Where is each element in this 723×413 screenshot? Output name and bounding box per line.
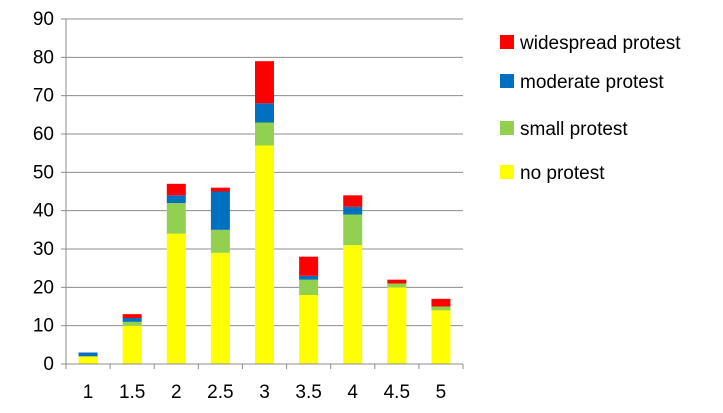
x-tick-label: 1 <box>83 382 94 403</box>
bar-segment-moderate-protest <box>78 352 98 357</box>
legend-label: small protest <box>520 119 628 140</box>
bar-segment-no-protest <box>431 310 451 364</box>
x-tick-label: 2 <box>171 382 182 403</box>
bar-segment-widespread-protest <box>343 195 363 207</box>
legend-label: widespread protest <box>519 33 681 54</box>
legend-swatch <box>500 165 514 179</box>
bar-segment-small-protest <box>122 321 142 326</box>
bar-segment-moderate-protest <box>166 195 186 203</box>
y-tick-label: 40 <box>33 201 54 222</box>
bar-segment-moderate-protest <box>343 206 363 215</box>
x-tick-label: 4.5 <box>384 382 410 403</box>
y-axis-ticks: 0 10 20 30 40 50 60 70 80 90 <box>33 9 66 375</box>
bar-segment-no-protest <box>210 252 230 364</box>
y-tick-label: 80 <box>33 47 54 68</box>
bar-segment-moderate-protest <box>122 318 142 322</box>
bar-segment-moderate-protest <box>255 103 274 123</box>
x-tick-label: 2.5 <box>207 382 233 403</box>
legend-swatch <box>500 121 514 135</box>
bar-segment-widespread-protest <box>387 279 407 284</box>
y-tick-label: 20 <box>33 277 54 298</box>
x-tick-label: 3.5 <box>295 382 321 403</box>
y-tick-label: 70 <box>33 86 54 107</box>
bar-segment-widespread-protest <box>210 187 230 192</box>
bar-segment-widespread-protest <box>166 183 186 196</box>
bars <box>78 61 451 364</box>
bar-segment-no-protest <box>299 295 319 364</box>
x-axis-ticks: 1 1.5 2 2.5 3 3.5 4 4.5 5 <box>65 364 464 403</box>
bar-segment-small-protest <box>431 306 451 311</box>
bar-segment-no-protest <box>78 356 98 364</box>
axes <box>65 19 463 365</box>
bar-segment-small-protest <box>343 214 363 246</box>
y-tick-label: 30 <box>33 239 54 260</box>
legend-swatch <box>500 74 514 88</box>
bar-segment-no-protest <box>122 325 142 364</box>
x-tick-label: 3 <box>259 382 270 403</box>
y-tick-label: 50 <box>33 162 54 183</box>
x-tick-label: 5 <box>436 382 447 403</box>
y-tick-label: 60 <box>33 124 54 145</box>
y-tick-label: 0 <box>43 354 54 375</box>
legend-swatch <box>500 35 514 49</box>
bar-segment-widespread-protest <box>255 61 274 104</box>
legend-label: no protest <box>520 163 605 184</box>
y-tick-label: 90 <box>33 9 54 30</box>
bar-segment-small-protest <box>299 279 319 295</box>
y-tick-label: 10 <box>33 316 54 337</box>
bar-segment-small-protest <box>387 283 407 288</box>
bar-segment-small-protest <box>255 122 274 146</box>
x-tick-label: 4 <box>347 382 358 403</box>
bar-segment-no-protest <box>255 145 274 364</box>
bar-segment-moderate-protest <box>299 275 319 280</box>
legend: widespread protest moderate protest small … <box>500 33 681 184</box>
x-tick-label: 1.5 <box>119 382 145 403</box>
bar-segment-small-protest <box>210 229 230 253</box>
bar-segment-small-protest <box>166 203 186 234</box>
bar-segment-no-protest <box>166 233 186 364</box>
legend-label: moderate protest <box>520 72 664 93</box>
bar-segment-moderate-protest <box>210 191 230 230</box>
bar-segment-widespread-protest <box>431 298 451 307</box>
bar-segment-widespread-protest <box>299 256 319 276</box>
bar-segment-widespread-protest <box>122 314 142 318</box>
bar-segment-no-protest <box>387 287 407 364</box>
bar-segment-no-protest <box>343 245 363 364</box>
